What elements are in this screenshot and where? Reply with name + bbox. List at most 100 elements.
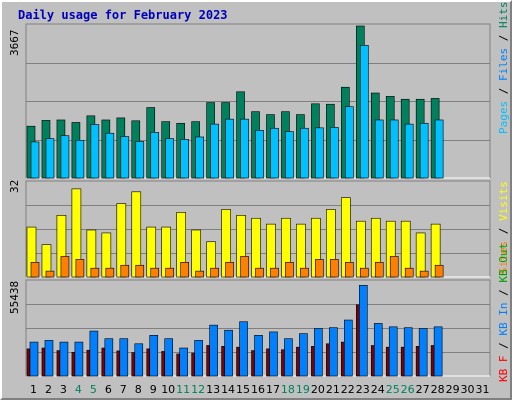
bar-kbin-day-16 [254, 335, 263, 377]
ymax-middle: 32 [8, 179, 21, 193]
day-label-23: 23 [356, 383, 370, 396]
day-label-8: 8 [135, 383, 142, 396]
bar-sites-day-1 [30, 262, 40, 278]
bar-kbout-day-4 [71, 351, 76, 377]
bar-kbin-day-21 [329, 327, 338, 377]
bar-files-day-18 [285, 131, 294, 179]
bar-files-day-14 [225, 118, 234, 179]
bar-kbin-day-24 [373, 323, 383, 377]
day-label-2: 2 [45, 383, 52, 396]
bar-files-day-17 [270, 127, 279, 179]
day-label-13: 13 [206, 383, 220, 396]
bar-kbout-day-16 [251, 350, 255, 377]
bar-kbout-day-18 [281, 349, 285, 377]
bar-kbout-day-2 [41, 347, 46, 377]
legend-top: Pages / Files / Hits [497, 1, 510, 135]
bar-sites-day-17 [270, 267, 279, 278]
legend-kbout: KB Out [497, 242, 510, 283]
bar-kbout-day-10 [161, 351, 166, 377]
bar-files-day-10 [165, 138, 175, 179]
bar-sites-day-2 [45, 270, 55, 278]
ymax-bottom: 55438 [8, 280, 21, 314]
bar-sites-day-9 [150, 267, 160, 278]
bar-files-day-26 [404, 123, 414, 179]
bar-kbin-day-14 [224, 329, 233, 377]
bar-kbout-day-7 [116, 350, 121, 377]
bar-sites-day-8 [135, 264, 145, 278]
bar-visits-day-27 [415, 232, 426, 278]
bar-kbout-day-22 [341, 341, 345, 377]
day-label-25: 25 [386, 383, 400, 396]
bar-sites-day-10 [165, 267, 175, 278]
day-label-19: 19 [296, 383, 310, 396]
day-label-26: 26 [401, 383, 415, 396]
bar-sites-day-12 [195, 270, 204, 278]
bar-sites-day-28 [434, 264, 444, 278]
day-label-1: 1 [30, 383, 37, 396]
day-label-30: 30 [461, 383, 475, 396]
bar-kbout-day-27 [415, 346, 420, 377]
bar-kbin-day-23 [358, 284, 368, 377]
bar-kbin-day-13 [209, 324, 218, 377]
bar-files-day-15 [240, 118, 249, 179]
bar-sites-day-16 [255, 267, 264, 278]
bar-kbin-day-5 [89, 330, 99, 377]
bar-kbin-day-7 [119, 338, 129, 377]
bar-files-day-27 [419, 122, 429, 179]
bar-visits-day-8 [131, 191, 142, 278]
bar-kbout-day-15 [236, 346, 240, 377]
bar-sites-day-23 [359, 267, 369, 278]
bar-kbin-day-18 [284, 338, 293, 377]
bar-sites-day-25 [389, 256, 399, 278]
bar-kbin-day-26 [403, 327, 413, 377]
bar-kbout-day-3 [56, 350, 61, 377]
bar-files-day-24 [374, 119, 384, 179]
bar-files-day-11 [180, 139, 189, 179]
bar-sites-day-15 [240, 256, 249, 278]
day-label-29: 29 [446, 383, 460, 396]
bar-kbout-day-5 [86, 349, 91, 377]
bar-files-day-22 [345, 106, 354, 179]
bar-files-day-23 [359, 45, 369, 179]
bar-kbout-day-9 [146, 348, 151, 377]
bar-files-day-13 [210, 123, 219, 179]
bar-kbout-day-25 [385, 346, 390, 377]
day-label-24: 24 [371, 383, 385, 396]
bar-sites-day-18 [285, 262, 294, 278]
bar-kbout-day-21 [326, 343, 330, 377]
bar-files-day-2 [45, 138, 55, 179]
bar-kbin-day-20 [314, 328, 323, 377]
chart-title: Daily usage for February 2023 [18, 8, 228, 22]
bar-files-day-9 [150, 132, 160, 179]
day-label-28: 28 [431, 383, 445, 396]
bar-files-day-28 [434, 119, 444, 179]
bar-kbin-day-11 [179, 347, 188, 377]
day-label-6: 6 [105, 383, 112, 396]
day-label-31: 31 [476, 383, 490, 396]
bar-kbout-day-17 [266, 348, 270, 377]
bar-files-day-7 [120, 136, 130, 179]
bar-kbout-day-8 [131, 352, 136, 377]
day-label-7: 7 [120, 383, 127, 396]
bar-files-day-16 [255, 130, 264, 179]
ymax-top: 3667 [8, 29, 21, 57]
bar-kbout-day-26 [400, 346, 405, 377]
bar-kbin-day-22 [344, 319, 353, 377]
bar-kbout-day-13 [206, 345, 210, 377]
bar-sites-day-6 [105, 267, 115, 278]
legend-pages: Pages [497, 100, 510, 134]
legend-files: Files [497, 47, 510, 81]
bar-files-day-20 [315, 127, 324, 179]
bar-kbin-day-3 [59, 341, 69, 377]
legend-bottom: KB F / KB In / KB Out [497, 242, 510, 382]
bar-kbout-day-28 [430, 345, 435, 377]
day-label-16: 16 [251, 383, 265, 396]
bar-kbin-day-27 [418, 328, 428, 377]
bar-kbout-day-14 [221, 346, 225, 377]
bar-sites-day-20 [315, 259, 324, 278]
bar-kbin-day-28 [433, 326, 443, 377]
day-label-14: 14 [221, 383, 235, 396]
bar-files-day-6 [105, 132, 115, 179]
